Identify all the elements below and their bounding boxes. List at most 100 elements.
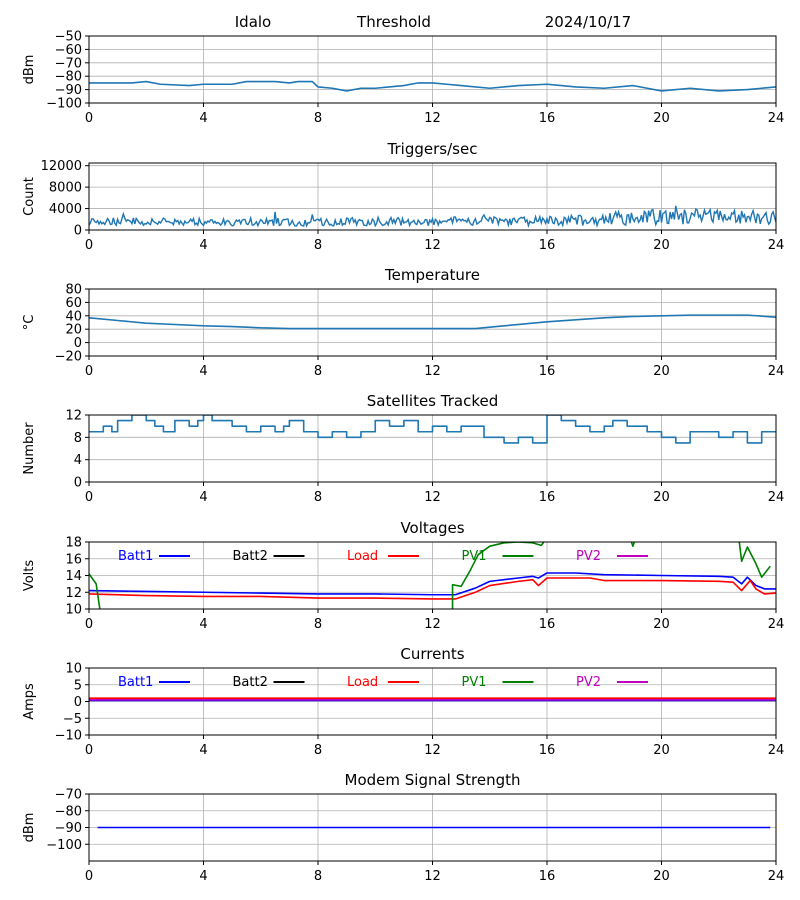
x-tick-label: 24 — [768, 617, 785, 632]
panel-modem: 0 4 8 12 16 20 24 −100 −90 −80−70 Modem Signal Str… — [22, 771, 784, 884]
series-line-pv1-3 — [738, 542, 771, 578]
y-tick-label: −90 — [55, 83, 82, 98]
y-tick-label: −10 — [55, 729, 82, 744]
x-tick-label: 20 — [653, 364, 670, 379]
y-tick-label: −50 — [55, 30, 82, 45]
header-mode: Threshold — [356, 13, 431, 31]
x-tick-label: 8 — [314, 238, 322, 253]
y-tick-label: 0 — [74, 695, 82, 710]
x-tick-label: 16 — [539, 617, 556, 632]
x-tick-label: 16 — [539, 869, 556, 884]
x-tick-label: 8 — [314, 364, 322, 379]
panel-satellites: 0 4 8 12 16 20 24 0 4 8 12 Satellites Tracked Number — [22, 392, 784, 505]
series-line-pv1 — [89, 573, 101, 609]
panel-title: Modem Signal Strength — [345, 771, 521, 789]
panel-triggers: 0 4 8 12 16 20 24 0 4000 8000 12000 Triggers/sec Cou… — [22, 140, 784, 253]
x-tick-label: 0 — [85, 111, 93, 126]
x-tick-label: 12 — [424, 869, 441, 884]
series-line-triggers — [89, 205, 776, 229]
legend-label-pv1: PV1 — [462, 549, 487, 564]
panel-title: Triggers/sec — [387, 140, 478, 158]
x-tick-label: 16 — [539, 743, 556, 758]
x-tick-label: 8 — [314, 743, 322, 758]
panel-title: Voltages — [400, 519, 464, 537]
panel-threshold: 0 4 8 12 16 20 24 −100−90−80−70−60−50 dBm — [22, 30, 784, 127]
x-tick-label: 4 — [199, 490, 207, 505]
series-line-pv1-1 — [451, 542, 545, 609]
x-tick-label: 20 — [653, 869, 670, 884]
x-tick-label: 4 — [199, 111, 207, 126]
y-tick-label: −90 — [55, 821, 82, 836]
y-axis-label: dBm — [22, 55, 37, 85]
y-tick-label: 18 — [65, 536, 82, 551]
x-tick-label: 16 — [539, 238, 556, 253]
x-tick-label: 0 — [85, 869, 93, 884]
y-tick-label: 16 — [65, 552, 82, 567]
x-tick-label: 0 — [85, 617, 93, 632]
y-axis-label: dBm — [22, 813, 37, 843]
series-line-satellites — [89, 415, 776, 444]
y-axis-label: Number — [22, 422, 37, 475]
y-tick-label: 14 — [65, 569, 82, 584]
x-tick-label: 4 — [199, 743, 207, 758]
x-tick-label: 0 — [85, 364, 93, 379]
y-tick-label: 8 — [74, 431, 82, 446]
header-date: 2024/10/17 — [545, 13, 631, 31]
y-tick-label: −100 — [46, 97, 82, 112]
x-tick-label: 24 — [768, 869, 785, 884]
x-tick-label: 8 — [314, 617, 322, 632]
series-line-pv1-2 — [630, 542, 636, 547]
x-tick-label: 12 — [424, 490, 441, 505]
y-tick-label: 0 — [74, 476, 82, 491]
legend-label-load: Load — [347, 549, 378, 564]
x-tick-label: 8 — [314, 490, 322, 505]
x-tick-label: 0 — [85, 743, 93, 758]
panel-title: Currents — [400, 645, 464, 663]
x-tick-label: 4 — [199, 364, 207, 379]
y-tick-label: 4000 — [49, 202, 82, 217]
series-group — [89, 542, 776, 609]
series-line-threshold — [89, 80, 776, 92]
y-tick-label: 40 — [65, 309, 82, 324]
y-tick-label: −100 — [46, 838, 82, 853]
x-tick-label: 4 — [199, 617, 207, 632]
x-tick-label: 16 — [539, 111, 556, 126]
series-group — [89, 80, 776, 92]
series-line-batt1 — [89, 572, 776, 596]
y-tick-label: −20 — [55, 350, 82, 365]
y-axis-label: Amps — [22, 683, 37, 720]
y-tick-label: 0 — [74, 336, 82, 351]
y-tick-label: 80 — [65, 283, 82, 298]
x-tick-label: 24 — [768, 364, 785, 379]
x-tick-label: 20 — [653, 490, 670, 505]
x-tick-label: 24 — [768, 111, 785, 126]
x-tick-label: 24 — [768, 743, 785, 758]
series-line-load — [89, 577, 776, 600]
y-tick-label: 4 — [74, 453, 82, 468]
y-axis-label: °C — [22, 315, 37, 331]
y-tick-label: 10 — [65, 662, 82, 677]
y-tick-label: 60 — [65, 296, 82, 311]
x-tick-label: 12 — [424, 364, 441, 379]
x-tick-label: 12 — [424, 238, 441, 253]
x-tick-label: 8 — [314, 111, 322, 126]
legend-label-pv1: PV1 — [462, 675, 487, 690]
x-tick-label: 20 — [653, 238, 670, 253]
x-tick-label: 24 — [768, 238, 785, 253]
legend-label-pv2: PV2 — [576, 549, 601, 564]
y-tick-label: −70 — [55, 788, 82, 803]
x-tick-label: 4 — [199, 869, 207, 884]
series-group — [89, 205, 776, 229]
x-tick-label: 12 — [424, 743, 441, 758]
y-axis-label: Count — [22, 177, 37, 216]
panel-currents: 0 4 8 12 16 20 24 −10 −5 0 510 Currents Amps Batt1 Bat… — [22, 645, 784, 758]
x-tick-label: 20 — [653, 111, 670, 126]
y-tick-label: −60 — [55, 43, 82, 58]
y-tick-label: 8000 — [49, 181, 82, 196]
legend-label-batt1: Batt1 — [118, 549, 153, 564]
header-station: Idalo — [235, 13, 271, 31]
y-tick-label: 10 — [65, 603, 82, 618]
x-tick-label: 12 — [424, 617, 441, 632]
